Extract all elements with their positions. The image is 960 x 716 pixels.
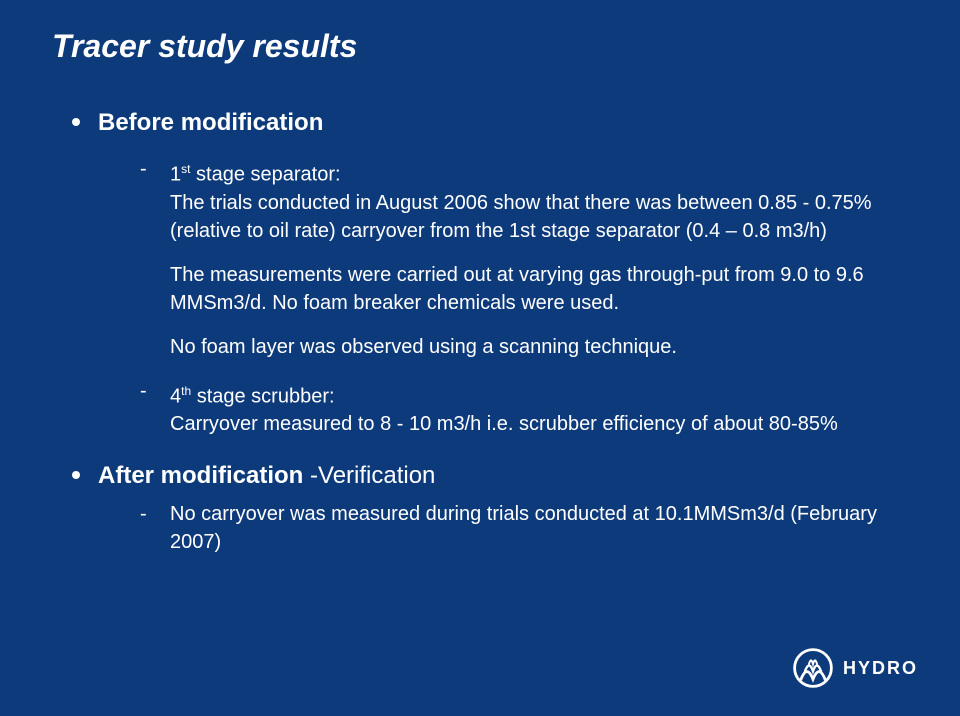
fourth-stage-rest: stage scrubber: (191, 385, 334, 407)
first-stage-para3: No foam layer was observed using a scann… (52, 333, 900, 361)
heading-after: After modification -Verification (98, 462, 435, 490)
first-stage-rest: stage separator: (190, 164, 340, 186)
hydro-logo-icon (793, 648, 833, 688)
fourth-stage-content: 4th stage scrubber: Carryover measured t… (170, 377, 838, 439)
slide: Tracer study results Before modification… (0, 0, 960, 716)
dash-icon: - (140, 500, 148, 528)
slide-title: Tracer study results (52, 28, 900, 65)
fourth-stage-para1: Carryover measured to 8 - 10 m3/h i.e. s… (170, 410, 838, 438)
dash-icon: - (140, 155, 148, 183)
hydro-logo: HYDRO (793, 648, 918, 688)
hydro-logo-text: HYDRO (843, 658, 918, 679)
fourth-stage-num: 4 (170, 385, 181, 407)
heading-before: Before modification (98, 109, 323, 137)
heading-after-suffix: -Verification (310, 462, 435, 489)
first-stage-num: 1 (170, 164, 181, 186)
bullet-before-modification: Before modification (52, 109, 900, 137)
after-item1: No carryover was measured during trials … (170, 500, 900, 556)
first-stage-content: 1st stage separator: The trials conducte… (170, 155, 900, 245)
first-stage-para1: The trials conducted in August 2006 show… (170, 189, 900, 245)
dash-icon: - (140, 377, 148, 405)
first-stage-para2: The measurements were carried out at var… (52, 261, 900, 317)
bullet-dot-icon (72, 471, 80, 479)
fourth-stage-sup: th (181, 384, 191, 398)
subitem-first-stage: - 1st stage separator: The trials conduc… (52, 155, 900, 245)
heading-after-main: After modification (98, 462, 310, 489)
bullet-after-modification: After modification -Verification (52, 462, 900, 490)
bullet-dot-icon (72, 118, 80, 126)
subitem-fourth-stage: - 4th stage scrubber: Carryover measured… (52, 377, 900, 439)
subitem-after-verification: - No carryover was measured during trial… (52, 500, 900, 556)
